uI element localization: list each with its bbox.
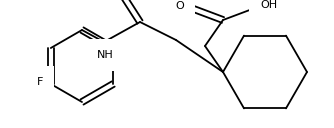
Text: OH: OH	[260, 0, 277, 10]
Text: F: F	[36, 77, 43, 87]
Text: O: O	[175, 1, 184, 11]
Text: NH: NH	[97, 50, 113, 60]
